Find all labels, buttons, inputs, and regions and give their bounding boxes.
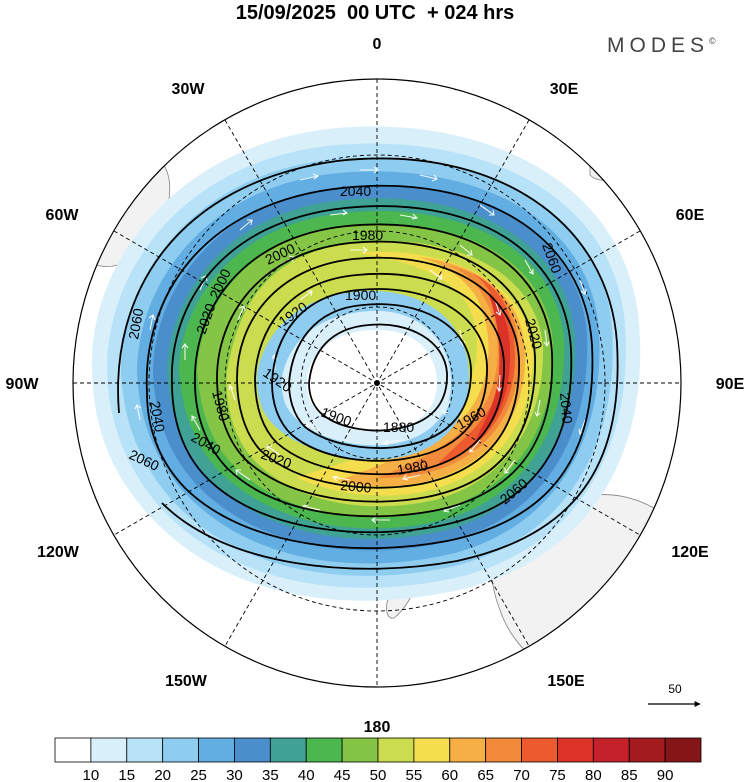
colorbar-tick-label: 25 [190,767,207,782]
lon-label-90e: 90E [716,376,745,393]
colorbar-swatch [90,737,128,763]
colorbar-swatch [54,737,92,763]
lon-label-60w: 60W [46,207,80,224]
shade-core [306,329,438,432]
land-madagascar [589,151,623,181]
contour-2000 [194,223,554,518]
lon-label-180: 180 [364,719,391,736]
colorbar: 10 15 20 25 30 35 40 45 50 55 60 65 70 75 80 85 90 [54,737,702,782]
contour-1920 [271,288,488,462]
map-title: 15/09/2025 00 UTC + 024 hrs [235,2,515,24]
colorbar-swatch [269,737,307,763]
lon-label-0: 0 [373,36,382,53]
brand-logo: MODES© [607,34,716,58]
colorbar-tick-label: 70 [513,767,530,782]
colorbar-swatch [341,737,379,763]
map-disk: 2040 1980 2000 2060 2000 2020 1900 1920 … [73,79,681,687]
contour-1980 [216,240,536,503]
contour-label: 1980 [396,457,430,478]
colorbar-tick-label: 60 [441,767,458,782]
colorbar-tick-label: 45 [334,767,351,782]
colorbar-tick-label: 20 [154,767,171,782]
colorbar-swatch [413,737,451,763]
contour-1960 [236,256,520,489]
lon-label-90w: 90W [6,376,40,393]
colorbar-swatch [126,737,164,763]
reference-vector: 50 [648,682,701,707]
colorbar-tick-label: 50 [370,767,387,782]
contour-1880 [308,323,448,432]
contour-label: 2000 [340,477,373,496]
lon-label-150e: 150E [547,673,585,690]
colorbar-swatch [305,737,343,763]
contour-1940 [254,273,505,476]
colorbar-tick-label: 40 [298,767,315,782]
lon-label-150w: 150W [165,673,208,690]
contour-label: 2040 [340,183,371,199]
lon-label-30e: 30E [550,81,579,98]
colorbar-tick-label: 80 [585,767,602,782]
colorbar-swatch [557,737,594,763]
colorbar-tick-label: 75 [549,767,566,782]
lon-label-30w: 30W [172,81,206,98]
contour-2020 [171,205,573,534]
colorbar-swatch [234,737,271,763]
colorbar-swatch [664,737,702,763]
colorbar-swatch [485,737,522,763]
lon-label-120w: 120W [37,544,80,561]
colorbar-tick-label: 90 [657,767,674,782]
contour-label: 1980 [352,227,383,243]
contour-label: 2040 [147,400,168,434]
copyright-mark: © [709,36,716,46]
lon-label-120e: 120E [671,544,709,561]
contour-label: 1880 [383,419,414,435]
contour-1900 [288,303,472,449]
colorbar-tick-label: 65 [477,767,494,782]
height-contours [117,157,619,570]
colorbar-swatch [449,737,487,763]
colorbar-swatch [521,737,558,763]
contour-2060 [117,157,619,570]
colorbar-tick-label: 55 [406,767,423,782]
map-boundary [72,78,682,688]
colorbar-swatch [162,737,199,763]
colorbar-tick-label: 30 [226,767,243,782]
contour-label: 2020 [522,317,546,351]
reference-vector-label: 50 [668,682,682,696]
contour-2040 [145,184,594,550]
contour-label: 2060 [125,307,146,341]
wind-vectors [134,166,587,524]
colorbar-swatch [198,737,235,763]
brand-text: MODES [607,34,710,57]
colorbar-tick-label: 15 [118,767,135,782]
contour-label: 2040 [557,392,576,425]
shade-75 [475,295,511,441]
shade-70 [437,273,515,465]
contour-label: 1980 [209,389,233,423]
pole-dot [374,380,380,386]
colorbar-tick-label: 10 [83,767,100,782]
lon-label-60e: 60E [676,207,705,224]
colorbar-swatch [592,737,630,763]
colorbar-swatch [628,737,666,763]
colorbar-tick-label: 35 [262,767,279,782]
colorbar-swatch [377,737,415,763]
contour-label: 1900 [345,287,376,303]
colorbar-tick-label: 85 [621,767,638,782]
longitude-labels: 0 30E 60E 90E 120E 150E 180 150W 120W 90… [6,36,745,736]
